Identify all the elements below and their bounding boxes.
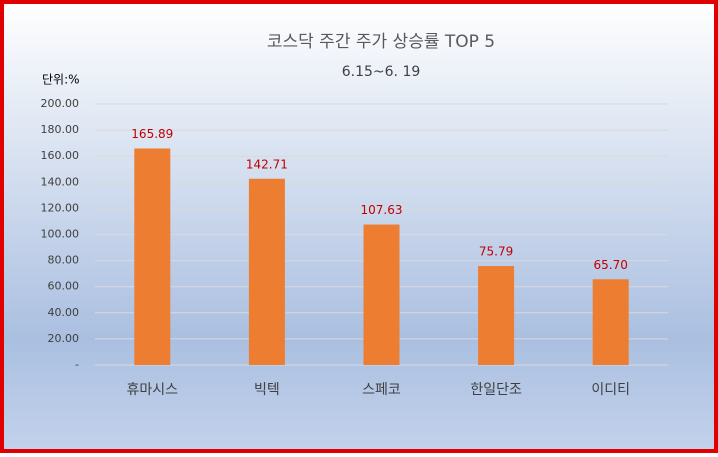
value-label: 142.71 [246, 157, 288, 171]
y-tick-label: 100.00 [41, 228, 80, 241]
y-unit-label: 단위:% [42, 73, 80, 87]
x-tick-label: 휴마시스 [127, 382, 179, 398]
x-tick-label: 스페코 [362, 382, 401, 398]
value-label: 75.79 [479, 245, 513, 259]
chart-title: 코스닥 주간 주가 상승률 TOP 5 [267, 32, 495, 52]
y-tick-label: 180.00 [41, 123, 80, 136]
value-label: 107.63 [361, 203, 403, 217]
y-tick-label: 140.00 [41, 175, 80, 188]
bar [363, 224, 400, 365]
y-tick-label: 20.00 [48, 332, 80, 345]
bar [592, 279, 629, 365]
y-tick-label: - [75, 358, 79, 371]
y-tick-label: 120.00 [41, 201, 80, 214]
y-tick-label: 40.00 [48, 306, 80, 319]
x-tick-label: 이디티 [591, 382, 630, 398]
bar [478, 266, 515, 365]
y-tick-label: 200.00 [41, 97, 80, 110]
value-label: 65.70 [594, 258, 628, 272]
y-tick-label: 160.00 [41, 149, 80, 162]
x-tick-label: 한일단조 [470, 382, 522, 398]
value-label: 165.89 [131, 127, 173, 141]
chart-subtitle: 6.15~6. 19 [342, 64, 421, 80]
x-tick-label: 빅텍 [254, 382, 280, 398]
y-tick-label: 80.00 [48, 254, 80, 267]
y-tick-label: 60.00 [48, 280, 80, 293]
bar [248, 178, 285, 365]
bar [134, 148, 171, 365]
